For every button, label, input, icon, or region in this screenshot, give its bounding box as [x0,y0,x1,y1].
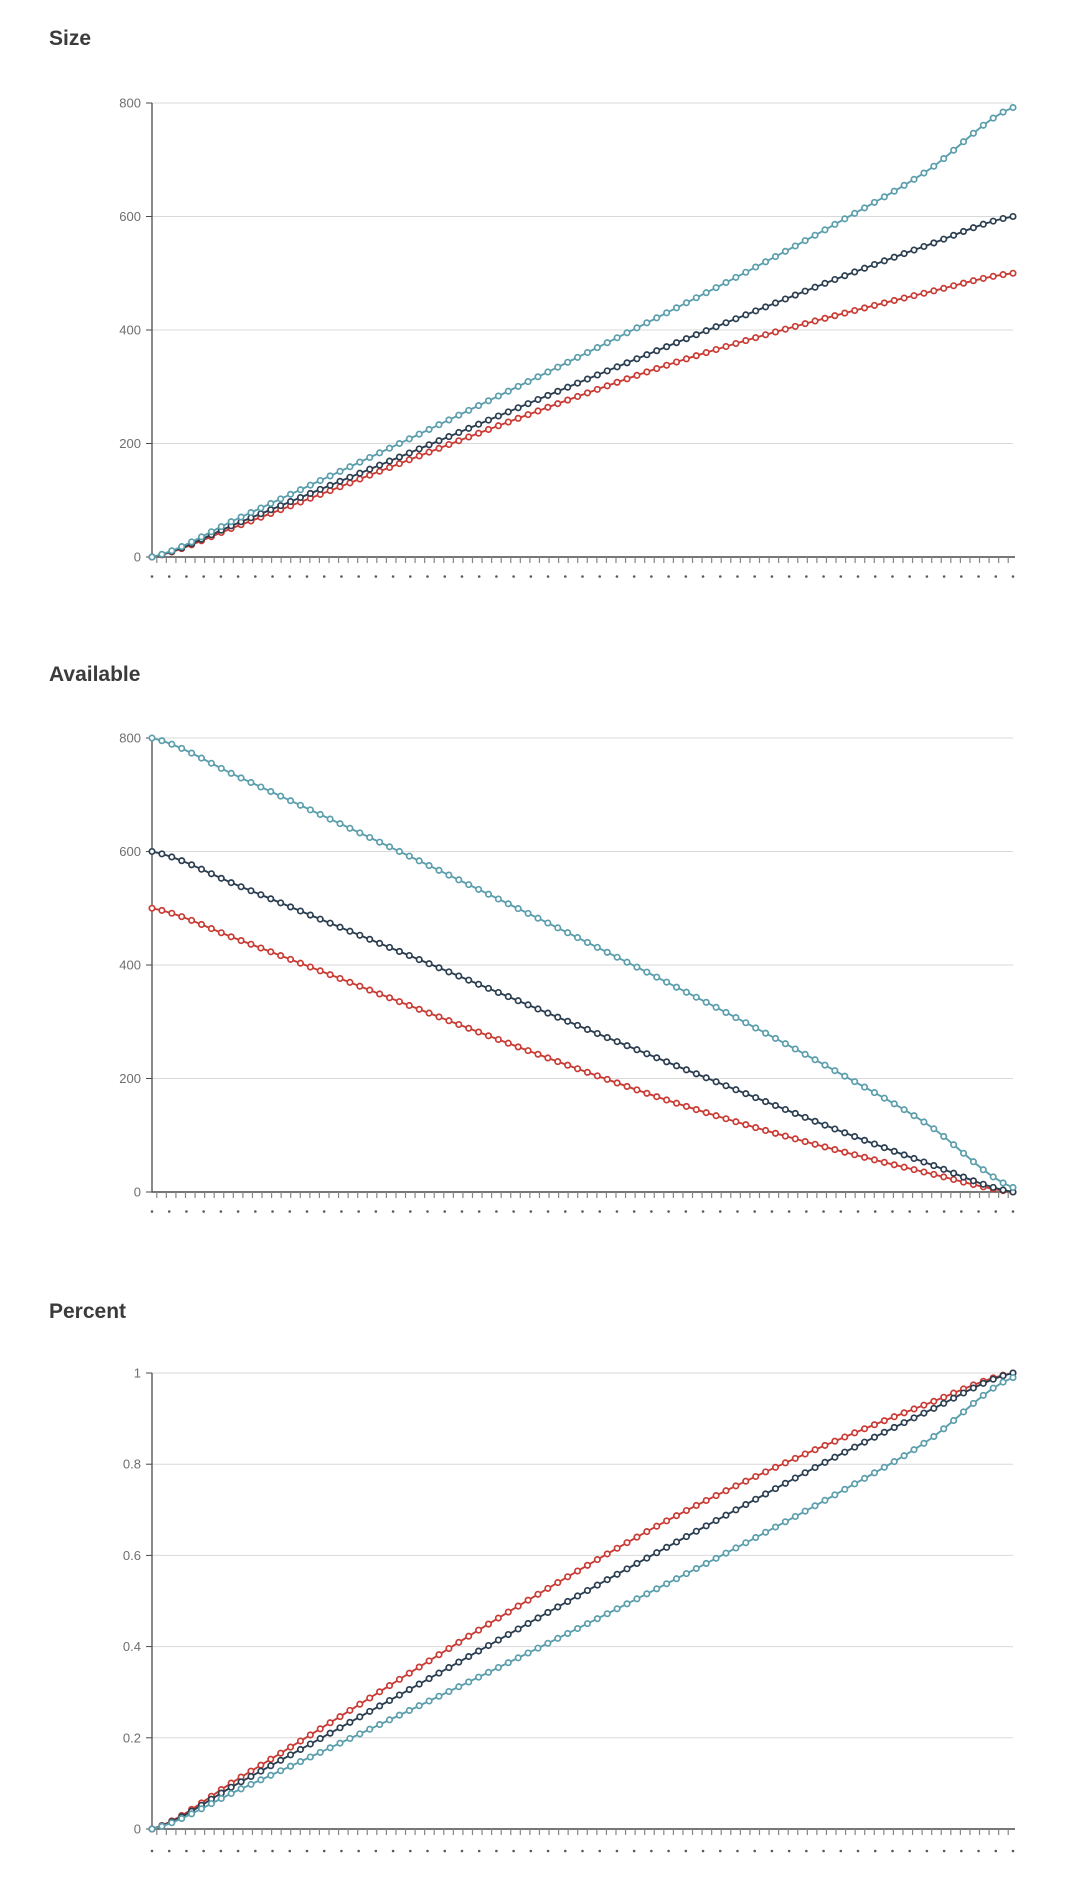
percent-chart: 0 0.2 0.4 0.6 0.8 1 [123,1366,1017,1853]
y-tick-label: 600 [119,209,141,224]
size-chart: 0 200 400 600 800 [119,96,1017,578]
series-navy [148,1369,1017,1833]
y-tick-label: 0.4 [123,1639,141,1654]
y-tick-label: 0 [134,1185,141,1200]
y-tick-label: 0 [134,1822,141,1837]
axes [151,738,1015,1193]
x-ticks [156,1192,1009,1198]
y-tick-label: 200 [119,436,141,451]
series-teal-line [151,106,1014,558]
y-axis-labels: 0 0.2 0.4 0.6 0.8 1 [123,1366,152,1837]
y-tick-label: 0.8 [123,1457,141,1472]
series-red [148,1369,1017,1833]
series-navy [148,212,1017,561]
x-ticks [156,1829,1009,1835]
y-tick-label: 0.6 [123,1548,141,1563]
y-tick-label: 800 [119,96,141,111]
y-axis-labels: 0 200 400 600 800 [119,731,152,1200]
y-gridlines [152,737,1013,1079]
y-gridlines [152,1372,1013,1739]
available-chart: 0 200 400 600 800 [119,731,1017,1213]
series-red-markers [148,269,1017,561]
series-navy-markers [148,1369,1017,1833]
series-teal-markers [148,103,1017,561]
series-navy-markers [148,847,1017,1196]
series-red-markers [148,904,1017,1196]
y-axis-labels: 0 200 400 600 800 [119,96,152,565]
y-tick-label: 600 [119,844,141,859]
series-navy-markers [148,212,1017,561]
series-navy-line [151,1372,1014,1830]
y-gridlines [152,102,1013,444]
x-axis-dot-labels [150,1210,1015,1213]
series-red-line [151,1372,1014,1830]
axes [151,1373,1015,1830]
x-ticks [156,557,1009,563]
series-teal [148,734,1017,1192]
series-navy [148,847,1017,1196]
series-red [148,904,1017,1196]
x-axis-dot-labels [150,1849,1015,1853]
x-axis-dot-labels [150,575,1015,578]
y-tick-label: 1 [134,1366,141,1381]
series-teal-markers [148,734,1017,1192]
y-tick-label: 400 [119,323,141,338]
y-tick-label: 200 [119,1071,141,1086]
size-chart-title: Size [49,27,92,50]
y-tick-label: 0.2 [123,1730,141,1745]
series-teal [148,1374,1017,1833]
series-red [148,269,1017,561]
series-teal [148,103,1017,561]
y-tick-label: 400 [119,958,141,973]
y-tick-label: 0 [134,550,141,565]
series-red-line [151,907,1014,1193]
y-tick-label: 800 [119,731,141,746]
series-navy-line [151,850,1014,1193]
series-red-line [151,272,1014,558]
axes [151,103,1015,558]
available-chart-title: Available [49,663,141,686]
percent-chart-title: Percent [49,1300,127,1323]
series-teal-markers [148,1374,1017,1833]
series-navy-line [151,215,1014,558]
series-teal-line [151,737,1014,1189]
series-teal-line [151,1376,1014,1830]
